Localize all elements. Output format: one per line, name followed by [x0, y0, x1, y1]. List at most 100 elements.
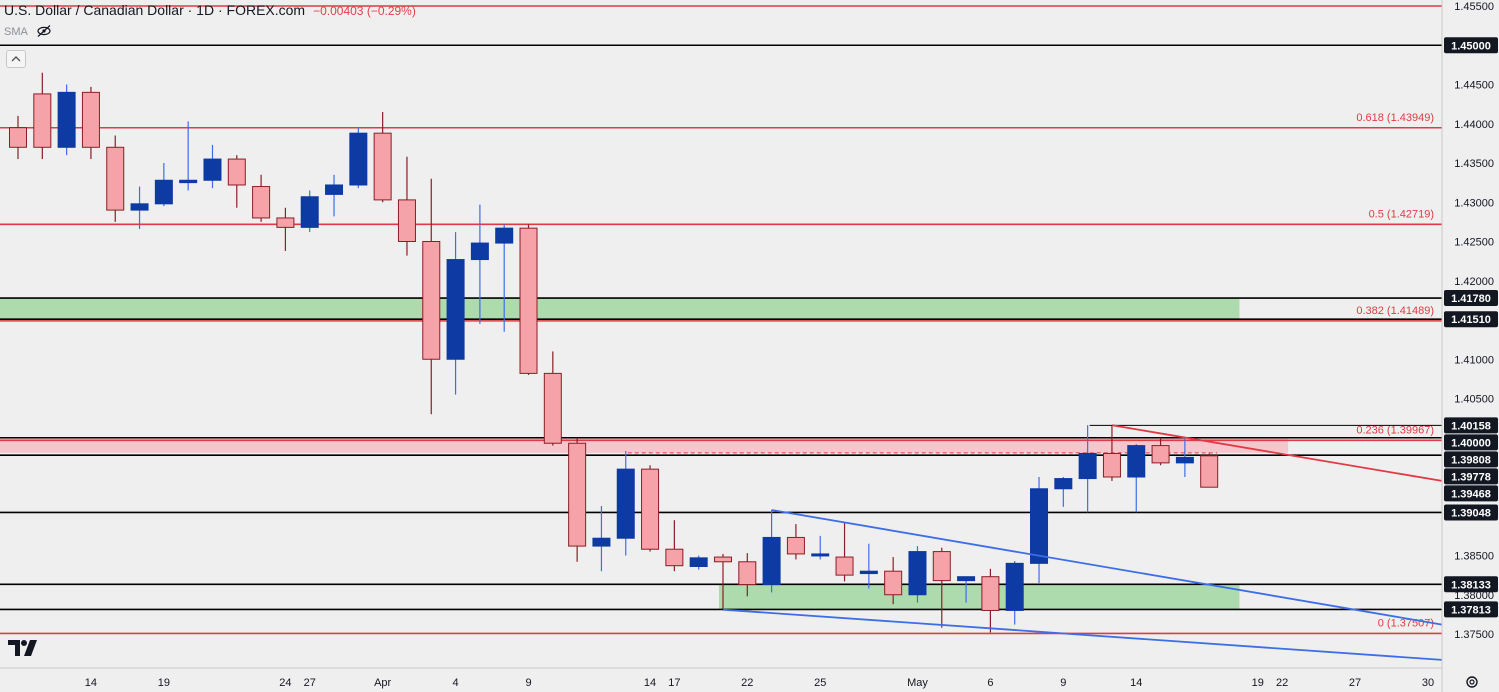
y-tick-label: 1.44000	[1454, 119, 1494, 131]
candle-body	[616, 468, 635, 539]
candle-body	[1175, 456, 1194, 464]
y-tick-label: 1.43500	[1454, 158, 1494, 170]
x-tick-label: 17	[668, 677, 680, 689]
y-tick-label: 1.37500	[1454, 629, 1494, 641]
price-label-text: 1.40000	[1451, 437, 1491, 449]
candle-body	[957, 576, 976, 582]
candle-body	[519, 227, 538, 374]
candle-body	[252, 186, 271, 219]
candle-body	[227, 158, 246, 186]
x-tick-label: 27	[304, 677, 316, 689]
price-label-text: 1.39468	[1451, 488, 1491, 500]
candle-body	[738, 561, 757, 586]
x-tick-label: 14	[1130, 677, 1142, 689]
candle-body	[641, 468, 660, 550]
price-label-text: 1.41510	[1451, 314, 1491, 326]
candle-body	[543, 372, 562, 444]
tradingview-logo-icon[interactable]	[6, 636, 40, 660]
candle-body	[81, 91, 100, 148]
candle-body	[397, 199, 416, 243]
collapse-legend-button[interactable]	[6, 50, 26, 68]
price-label-text: 1.39048	[1451, 507, 1491, 519]
candle-body	[1102, 452, 1121, 478]
x-tick-label: 22	[741, 677, 753, 689]
settings-gear-icon[interactable]	[1464, 674, 1480, 690]
candle-body	[106, 146, 125, 211]
candle-body	[203, 158, 222, 181]
candle-body	[325, 184, 344, 195]
candle-body	[9, 127, 27, 148]
candle-body	[835, 556, 854, 576]
x-tick-label: May	[907, 677, 928, 689]
x-tick-label: 9	[525, 677, 531, 689]
price-label-text: 1.39778	[1451, 471, 1491, 483]
indicator-label[interactable]: SMA	[4, 26, 28, 38]
y-tick-label: 1.38000	[1454, 590, 1494, 602]
plot-area	[0, 0, 1442, 668]
fib-label: 0.236 (1.39967)	[1356, 424, 1434, 436]
price-label-badge	[1444, 417, 1498, 434]
candle-body	[568, 442, 587, 547]
price-label-text: 1.37813	[1451, 604, 1491, 616]
candle-body	[981, 576, 1000, 611]
x-tick-label: 22	[1276, 677, 1288, 689]
candle-body	[495, 227, 514, 244]
candle-body	[859, 570, 878, 575]
fib-label: 0.382 (1.41489)	[1356, 305, 1434, 317]
x-tick-label: 4	[453, 677, 459, 689]
candle-body	[1030, 488, 1049, 564]
price-label-badge	[1444, 576, 1498, 593]
candle-body	[1200, 455, 1219, 488]
candle-body	[884, 570, 903, 596]
y-tick-label: 1.42000	[1454, 276, 1494, 288]
candle-body	[1005, 562, 1024, 611]
x-tick-label: Apr	[374, 677, 391, 689]
trendline	[722, 608, 1443, 661]
zone-band	[718, 584, 1240, 610]
x-tick-label: 9	[1060, 677, 1066, 689]
price-label-badge	[1444, 434, 1498, 451]
candle-body	[762, 536, 781, 586]
fib-label: 0.618 (1.43949)	[1356, 112, 1434, 124]
price-label-badge	[1444, 37, 1498, 54]
candle-body	[908, 551, 927, 596]
candle-body	[470, 242, 489, 261]
x-tick-label: 19	[1252, 677, 1264, 689]
price-label-text: 1.41780	[1451, 293, 1491, 305]
price-label-badge	[1444, 504, 1498, 521]
candle-body	[689, 557, 708, 567]
zone-band	[0, 298, 1240, 320]
price-label-badge	[1444, 451, 1498, 468]
price-label-text: 1.45000	[1451, 40, 1491, 52]
trendline	[771, 509, 1443, 626]
chart-header: U.S. Dollar / Canadian Dollar · 1D · FOR…	[4, 2, 416, 18]
candle-body	[592, 537, 611, 547]
x-tick-label: 14	[85, 677, 97, 689]
candle-body	[33, 93, 52, 148]
x-tick-label: 19	[158, 677, 170, 689]
eye-off-icon[interactable]	[36, 24, 52, 38]
x-tick-label: 24	[279, 677, 291, 689]
y-tick-label: 1.44500	[1454, 80, 1494, 92]
candle-body	[1054, 478, 1073, 490]
y-tick-label: 1.38500	[1454, 551, 1494, 563]
candle-body	[446, 259, 465, 360]
candle-body	[811, 553, 830, 557]
candle-body	[57, 91, 76, 148]
y-tick-label: 1.43000	[1454, 197, 1494, 209]
candle-body	[179, 179, 198, 184]
chevron-up-icon	[11, 56, 21, 62]
price-label-badge	[1444, 468, 1498, 485]
x-tick-label: 6	[987, 677, 993, 689]
symbol-title[interactable]: U.S. Dollar / Canadian Dollar · 1D · FOR…	[4, 2, 306, 18]
candle-body	[1151, 445, 1170, 464]
candle-body	[300, 196, 319, 228]
candle-body	[665, 548, 684, 567]
candle-body	[932, 551, 951, 582]
y-tick-label: 1.41000	[1454, 354, 1494, 366]
candle-body	[130, 203, 149, 211]
price-label-badge	[1444, 601, 1498, 618]
fib-label: 0.5 (1.42719)	[1369, 208, 1434, 220]
